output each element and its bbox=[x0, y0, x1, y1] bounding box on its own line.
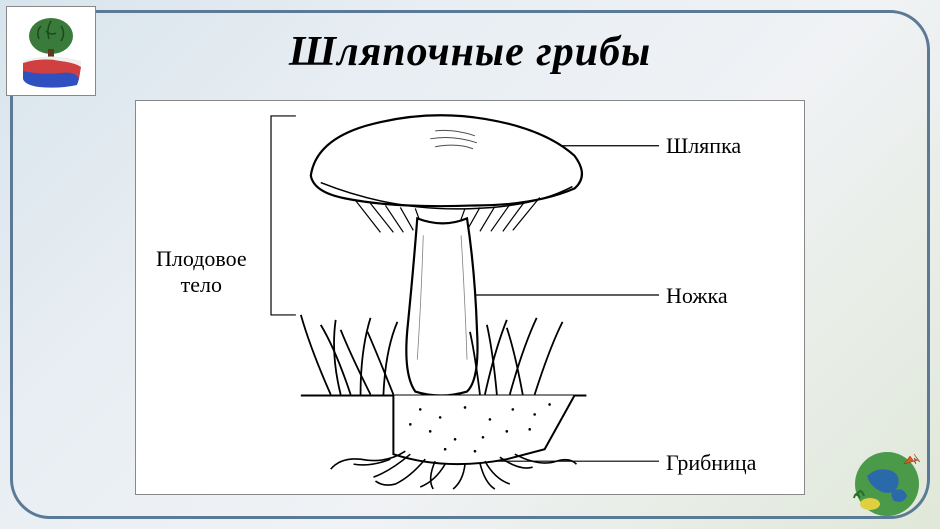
label-fruiting-body: Плодовое тело bbox=[156, 246, 247, 299]
grass-right bbox=[470, 318, 563, 395]
label-mycelium: Грибница bbox=[666, 450, 756, 476]
mushroom-diagram: Плодовое тело Шляпка Ножка Грибница bbox=[135, 100, 805, 495]
nature-globe-icon bbox=[842, 446, 932, 521]
slide-title: Шляпочные грибы bbox=[0, 28, 940, 76]
logo-bottom-right bbox=[839, 443, 934, 523]
label-fruiting-body-line2: тело bbox=[181, 272, 222, 297]
bracket-fruiting-body bbox=[271, 116, 296, 315]
soil-section bbox=[393, 396, 574, 465]
mushroom-stem bbox=[406, 218, 477, 395]
label-stem: Ножка bbox=[666, 283, 728, 309]
label-cap: Шляпка bbox=[666, 133, 741, 159]
tree-flag-icon bbox=[11, 11, 91, 91]
label-fruiting-body-line1: Плодовое bbox=[156, 246, 247, 271]
grass-left bbox=[301, 315, 398, 395]
mushroom-cap bbox=[311, 115, 582, 206]
logo-top-left bbox=[6, 6, 96, 96]
